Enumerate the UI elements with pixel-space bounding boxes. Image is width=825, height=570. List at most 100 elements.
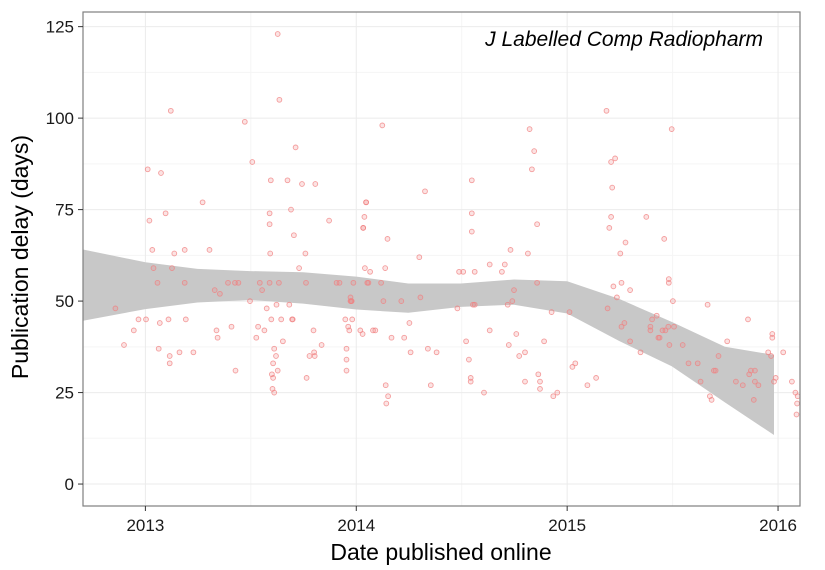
data-point (361, 214, 368, 220)
data-points (112, 31, 801, 418)
data-point (610, 283, 617, 290)
y-tick-label: 25 (55, 384, 74, 403)
data-point (612, 155, 618, 162)
y-axis: 0 25 50 75 100 125 (46, 18, 83, 494)
data-point (289, 316, 296, 323)
data-point (661, 236, 668, 242)
data-point (463, 338, 469, 345)
data-point (456, 268, 462, 275)
data-point (513, 331, 520, 337)
data-point (653, 312, 660, 319)
data-point (504, 301, 511, 308)
data-point (407, 349, 414, 356)
data-point (291, 232, 297, 239)
data-point (318, 342, 325, 348)
data-point (379, 122, 386, 129)
data-point (752, 367, 758, 374)
data-point (166, 360, 173, 367)
data-point (349, 316, 356, 323)
data-point (406, 320, 413, 326)
data-point (342, 316, 349, 323)
data-point (228, 323, 235, 330)
data-point (121, 342, 127, 348)
data-point (627, 338, 633, 345)
data-point (708, 397, 715, 403)
data-point (789, 378, 795, 385)
y-tick-label: 75 (55, 201, 74, 220)
data-point (267, 250, 274, 257)
data-point (276, 279, 282, 286)
data-point (165, 316, 172, 323)
data-point (739, 382, 746, 389)
data-point (470, 301, 476, 308)
data-point (162, 210, 169, 217)
data-point (617, 250, 624, 257)
data-point (618, 279, 625, 286)
data-point (130, 327, 137, 334)
data-point (711, 367, 717, 374)
data-point (643, 214, 650, 220)
data-point (584, 382, 591, 389)
data-point (649, 316, 655, 323)
panel-border (82, 11, 801, 507)
data-point (755, 382, 762, 389)
data-point (241, 118, 248, 125)
data-point (656, 334, 663, 341)
data-point (271, 389, 278, 396)
data-point (752, 378, 758, 385)
data-point (572, 360, 579, 367)
x-tick-label: 2013 (126, 516, 164, 535)
data-point (156, 320, 163, 326)
data-point (670, 298, 676, 304)
data-point (704, 301, 711, 308)
data-point (422, 188, 428, 195)
data-point (733, 378, 739, 385)
data-point (425, 345, 431, 352)
y-tick-label: 50 (55, 292, 74, 311)
data-point (745, 316, 751, 323)
data-point (794, 393, 801, 400)
data-point (158, 170, 164, 176)
data-point (481, 389, 487, 396)
data-point (270, 375, 276, 381)
data-point (416, 254, 423, 261)
data-point (169, 265, 175, 271)
data-point (280, 338, 286, 345)
data-point (360, 225, 367, 231)
data-point (270, 360, 276, 367)
data-point (712, 367, 719, 374)
data-point (213, 327, 220, 334)
x-axis-title: Date published online (330, 539, 551, 565)
data-point (274, 367, 281, 374)
data-point (541, 338, 547, 345)
data-point (303, 279, 309, 286)
data-point (167, 107, 174, 114)
data-point (144, 166, 151, 173)
data-point (501, 261, 508, 268)
data-point (668, 126, 675, 132)
data-point (537, 378, 543, 385)
data-point (181, 279, 188, 286)
data-point (249, 159, 256, 165)
data-point (471, 301, 478, 308)
data-point (511, 287, 517, 293)
data-point (468, 228, 475, 235)
data-point (793, 411, 800, 418)
data-point (537, 386, 543, 392)
data-point (135, 316, 142, 323)
data-point (593, 375, 599, 381)
data-point (372, 327, 379, 334)
data-point (486, 327, 493, 334)
data-point (268, 316, 275, 323)
data-point (385, 393, 391, 400)
data-point (550, 393, 557, 400)
data-point (303, 375, 310, 381)
data-point (211, 287, 218, 293)
data-point (286, 301, 293, 308)
data-point (606, 225, 613, 231)
data-point (256, 279, 263, 286)
data-point (548, 309, 555, 315)
data-point (382, 382, 389, 389)
data-point (182, 316, 189, 323)
y-tick-label: 100 (46, 109, 74, 128)
